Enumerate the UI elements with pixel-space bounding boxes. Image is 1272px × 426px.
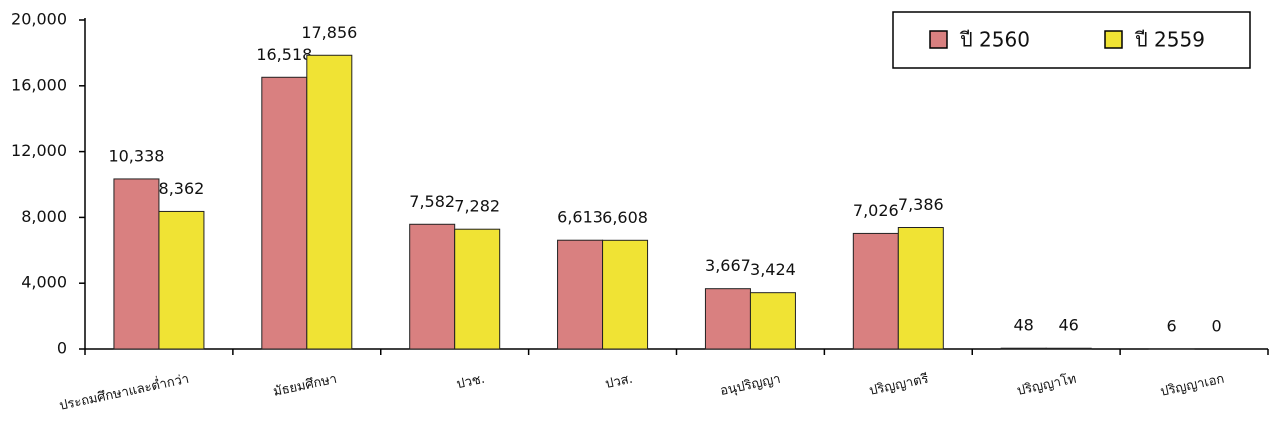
x-tick-label: อนุปริญญา: [719, 372, 782, 399]
y-tick-label: 0: [57, 339, 67, 358]
legend-label: ปี 2560: [960, 28, 1030, 52]
legend-swatch: [1104, 30, 1123, 49]
value-label: 3,667: [705, 256, 751, 275]
bar: [704, 288, 751, 350]
y-tick-label: 16,000: [11, 75, 67, 94]
bar: [409, 223, 456, 350]
x-tick-label: มัธยมศึกษา: [272, 372, 338, 400]
value-label: 7,386: [898, 195, 944, 214]
bar: [158, 210, 205, 350]
y-tick-label: 20,000: [11, 10, 67, 29]
value-label: 8,362: [159, 179, 205, 198]
y-tick-label: 8,000: [21, 207, 67, 226]
value-label: 7,282: [454, 197, 500, 216]
value-label: 17,856: [301, 23, 357, 42]
x-tick-label: ปริญญาโท: [1015, 371, 1077, 399]
bar: [1000, 347, 1047, 350]
bar: [1045, 347, 1092, 350]
x-tick-label: ปวช.: [455, 372, 486, 393]
legend-label: ปี 2559: [1135, 28, 1205, 52]
bar: [897, 227, 944, 350]
bar: [113, 178, 160, 350]
value-label: 48: [1014, 316, 1034, 335]
value-label: 10,338: [108, 146, 164, 165]
bar: [454, 228, 501, 350]
bar: [602, 239, 649, 350]
value-label: 6,608: [602, 208, 648, 227]
legend-swatch: [929, 30, 948, 49]
legend-box: [892, 11, 1251, 69]
value-label: 7,582: [409, 192, 455, 211]
bar: [749, 292, 796, 350]
value-label: 7,026: [853, 201, 899, 220]
value-label: 3,424: [750, 260, 796, 279]
value-label: 6,613: [557, 208, 603, 227]
value-label: 0: [1211, 317, 1221, 336]
x-tick-label: ปริญญาเอก: [1159, 372, 1226, 400]
value-label: 6: [1166, 316, 1176, 335]
bar: [306, 54, 353, 350]
bar: [852, 232, 899, 350]
bar: [261, 76, 308, 350]
value-label: 46: [1059, 316, 1079, 335]
y-tick-label: 4,000: [21, 273, 67, 292]
x-tick-label: ปวส.: [604, 372, 634, 392]
bar: [557, 239, 604, 350]
value-label: 16,518: [256, 45, 312, 64]
y-tick-label: 12,000: [11, 141, 67, 160]
x-tick-label: ประถมศึกษาและต่ำกว่า: [58, 370, 191, 414]
x-tick-label: ปริญญาตรี: [868, 371, 930, 399]
